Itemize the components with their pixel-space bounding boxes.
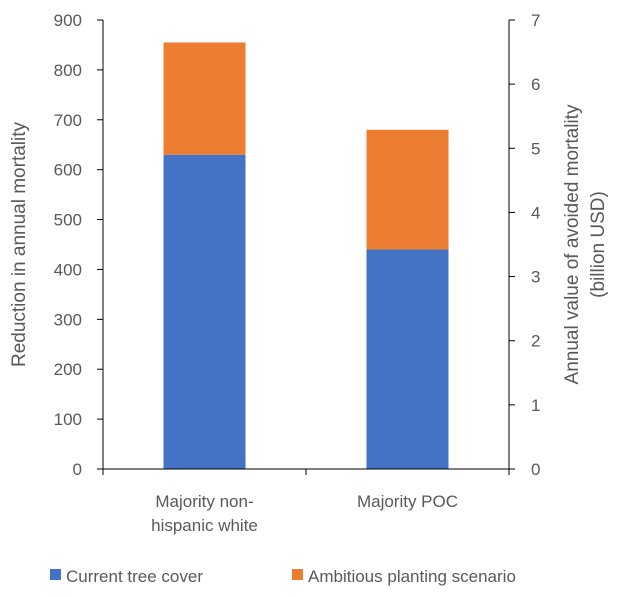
y-tick-label: 900 (54, 11, 82, 30)
y-axis-title: Reduction in annual mortality (9, 121, 30, 367)
y-tick-label: 0 (73, 460, 82, 479)
y2-tick-label: 6 (531, 75, 540, 94)
y2-tick-label: 1 (531, 396, 540, 415)
y-tick-label: 300 (54, 310, 82, 329)
category-label: Majority non- (155, 492, 253, 511)
category-label: Majority POC (357, 492, 458, 511)
y-tick-label: 600 (54, 161, 82, 180)
y2-axis-title-line: Annual value of avoided mortality (562, 104, 583, 384)
y-tick-label: 500 (54, 211, 82, 230)
legend-item-ambitious: Ambitious planting scenario (292, 567, 516, 586)
y2-tick-label: 3 (531, 268, 540, 287)
y-tick-label: 700 (54, 111, 82, 130)
bar-current-0 (163, 154, 246, 469)
bar-current-1 (366, 249, 449, 469)
legend-swatch (292, 569, 303, 580)
y2-tick-label: 7 (531, 11, 540, 30)
y2-axis-title-line: (billion USD) (588, 191, 609, 298)
legend: Current tree cover Ambitious planting sce… (50, 567, 516, 586)
category-label: hispanic white (151, 516, 258, 535)
legend-item-current: Current tree cover (50, 567, 203, 586)
y2-tick-label: 0 (531, 460, 540, 479)
y-tick-label: 200 (54, 360, 82, 379)
legend-label: Ambitious planting scenario (308, 567, 516, 586)
legend-swatch (50, 569, 61, 580)
y-tick-label: 400 (54, 260, 82, 279)
y-tick-label: 800 (54, 61, 82, 80)
bars-group (163, 42, 449, 469)
labels-group: Majority non-hispanic white Majority POC 0… (9, 11, 609, 535)
y2-tick-label: 5 (531, 139, 540, 158)
y-tick-label: 100 (54, 410, 82, 429)
y2-tick-label: 4 (531, 203, 540, 222)
bar-ambitious-1 (366, 129, 449, 250)
bar-ambitious-0 (163, 42, 246, 155)
legend-label: Current tree cover (66, 567, 203, 586)
y2-tick-label: 2 (531, 332, 540, 351)
axes-group (97, 19, 515, 475)
